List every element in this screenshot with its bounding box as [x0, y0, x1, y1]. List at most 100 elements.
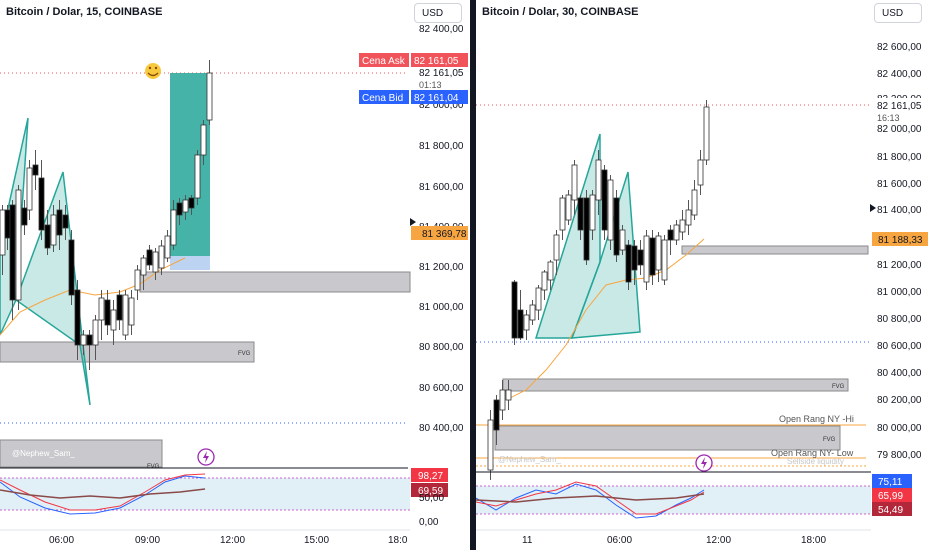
candle — [589, 194, 596, 231]
candle — [703, 106, 710, 161]
candle — [607, 179, 614, 241]
indicator-band — [0, 478, 410, 510]
stoch-k-line — [0, 475, 206, 515]
time-tick: 12:00 — [220, 535, 245, 546]
fvg-label: FVG — [238, 351, 251, 357]
currency-button[interactable]: USD — [874, 3, 922, 23]
fvg-zone-mid — [502, 378, 849, 392]
candle — [128, 297, 135, 326]
price-tick: 80 200,00 — [877, 395, 922, 406]
price-tick: 81 200,00 — [877, 260, 922, 271]
candle — [176, 202, 183, 216]
candle — [0, 209, 6, 256]
candle — [493, 399, 500, 431]
candle — [32, 164, 39, 176]
candle — [511, 281, 518, 339]
time-tick: 18:00 — [801, 535, 826, 546]
price-tick: 82 000,00 — [419, 100, 464, 111]
candle — [200, 124, 207, 156]
candle — [697, 159, 704, 186]
indicator-badge — [411, 468, 448, 482]
indicator-badge — [872, 502, 912, 516]
fvg-label: FVG — [832, 384, 845, 390]
price-tick: 80 400,00 — [419, 423, 464, 434]
price-tick: 80 800,00 — [419, 342, 464, 353]
candle — [15, 189, 22, 301]
currency-button[interactable]: USD — [414, 3, 462, 23]
indicator-value: 69,59 — [418, 486, 443, 497]
candle — [631, 245, 638, 271]
fvg-label-2: FVG — [147, 464, 160, 470]
ask-label: Cena Ask — [362, 56, 406, 67]
marker-price: 81 188,33 — [878, 235, 923, 246]
fvg-zone-upper — [681, 245, 869, 255]
candle — [26, 167, 33, 211]
price-tick: 80 600,00 — [877, 341, 922, 352]
lightning-icon — [695, 454, 713, 472]
pane-divider[interactable] — [470, 0, 476, 550]
candle — [4, 209, 11, 239]
chart-pane-right[interactable]: FVG FVG Open Rang NY -Hi Open Rang NY- L… — [476, 0, 932, 550]
candle — [637, 249, 644, 266]
stoch-k-line — [476, 483, 705, 519]
current-price: 82 161,05 — [419, 68, 464, 79]
candle — [643, 235, 650, 283]
watermark-text: @Nephew_Sam_ — [498, 455, 561, 464]
candle — [158, 245, 165, 269]
price-marker-arrow — [410, 218, 416, 226]
candle — [505, 389, 512, 401]
candle — [685, 209, 692, 226]
indicator-value: 54,49 — [878, 505, 903, 516]
candle — [206, 72, 213, 121]
fvg-zone-upper — [139, 271, 411, 293]
price-tick: 80 800,00 — [877, 314, 922, 325]
candle — [535, 287, 542, 311]
chart-title: Bitcoin / Dolar, 30, COINBASE — [482, 6, 639, 18]
price-tick: 81 800,00 — [419, 141, 464, 152]
fvg-label-2: FVG — [823, 437, 836, 443]
candles-right — [487, 100, 710, 480]
time-tick: 06:00 — [49, 535, 74, 546]
fvg-zone-lower — [0, 341, 255, 363]
watermark-text: @Nephew_Sam_ — [12, 449, 75, 458]
harmonic-pattern — [534, 133, 641, 339]
stoch-d-line — [476, 481, 705, 515]
marker-price: 81 369,78 — [422, 229, 467, 240]
price-tick: 80 400,00 — [877, 368, 922, 379]
right-chart-canvas[interactable]: FVG FVG Open Rang NY -Hi Open Rang NY- L… — [476, 0, 932, 550]
candle — [625, 244, 632, 283]
moving-average-line — [505, 238, 705, 401]
ask-value-box — [411, 53, 468, 67]
time-tick: 15:00 — [304, 535, 329, 546]
price-tick: 80 000,00 — [877, 423, 922, 434]
long-position-risk-zone — [170, 256, 210, 270]
candle — [9, 204, 16, 301]
chart-pane-left[interactable]: FVG @Nephew_Sam_ FVG 82 400,00 82 000,00… — [0, 0, 470, 550]
liquidity-label: Sellside liquidity — [787, 457, 844, 466]
candle — [182, 199, 189, 213]
candle — [619, 229, 626, 251]
price-tick: 81 600,00 — [877, 179, 922, 190]
ask-label-box — [359, 53, 409, 67]
lightning-icon — [197, 448, 215, 466]
emoji-icon — [145, 63, 161, 79]
candle — [50, 214, 57, 246]
candle — [80, 334, 87, 346]
price-tick: 82 000,00 — [877, 124, 922, 135]
price-tick: 81 000,00 — [419, 302, 464, 313]
time-axis-right: 11 06:00 12:00 18:00 — [522, 535, 826, 546]
candle — [164, 235, 171, 259]
indicator-value: 50,00 — [419, 493, 444, 504]
candle — [74, 289, 81, 346]
price-tick: 81 800,00 — [877, 152, 922, 163]
candle — [679, 219, 686, 233]
candle — [583, 197, 590, 261]
price-tick: 81 600,00 — [419, 182, 464, 193]
time-tick: 06:00 — [607, 535, 632, 546]
bid-label: Cena Bid — [362, 93, 403, 104]
left-chart-canvas[interactable]: FVG @Nephew_Sam_ FVG 82 400,00 82 000,00… — [0, 0, 470, 550]
indicator-badge — [872, 474, 912, 488]
candle — [44, 224, 51, 249]
candle — [673, 224, 680, 241]
price-marker-arrow — [870, 204, 876, 212]
